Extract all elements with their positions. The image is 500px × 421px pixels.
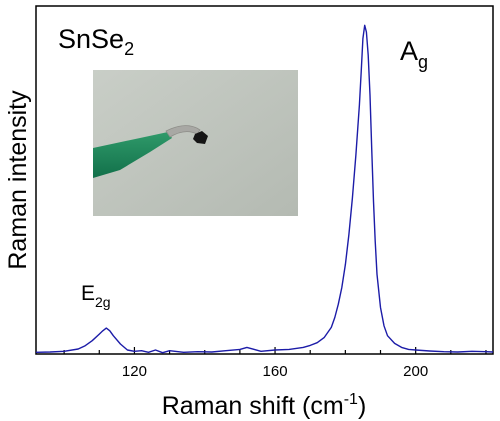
x-axis-label: Raman shift (cm-1) xyxy=(162,391,367,420)
plot-frame xyxy=(35,5,494,355)
x-tick-labels: 120 160 200 xyxy=(122,363,428,380)
series-line xyxy=(35,24,494,354)
x-tick-label: 160 xyxy=(263,363,288,380)
peak-label-e2g: E2g xyxy=(81,282,111,310)
tweezers-handle xyxy=(93,132,172,178)
sample-label: SnSe2 xyxy=(58,24,134,59)
sample-flake xyxy=(193,131,208,144)
y-axis-label: Raman intensity xyxy=(4,90,32,270)
inset-photo xyxy=(93,70,298,216)
peak-label-ag: Ag xyxy=(400,36,428,72)
x-tick-label: 120 xyxy=(122,363,147,380)
x-tick-label: 200 xyxy=(403,363,428,380)
